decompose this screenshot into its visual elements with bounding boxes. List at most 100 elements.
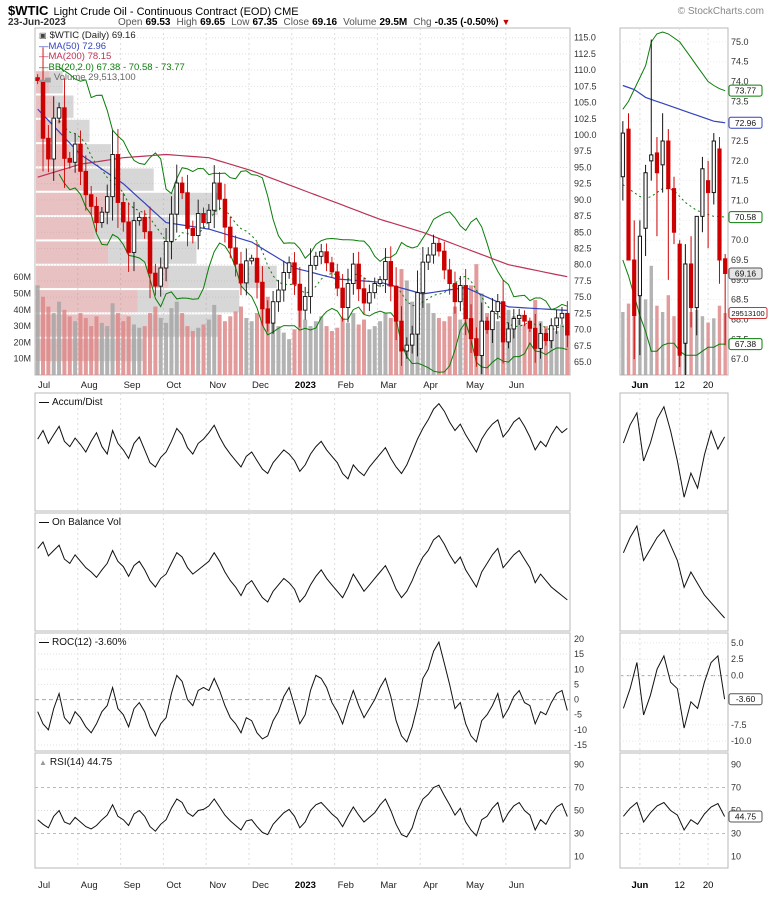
svg-text:Jul: Jul [38, 380, 50, 391]
svg-text:112.5: 112.5 [574, 49, 596, 59]
svg-text:80.0: 80.0 [574, 260, 592, 270]
svg-text:0: 0 [574, 695, 579, 705]
svg-text:Aug: Aug [81, 880, 98, 891]
svg-text:90: 90 [731, 760, 741, 770]
svg-text:69.5: 69.5 [731, 255, 749, 265]
low-value: 67.35 [252, 17, 278, 28]
roc-title: — ROC(12) -3.60% [39, 637, 127, 648]
svg-text:69.0: 69.0 [731, 275, 749, 285]
svg-text:70: 70 [574, 783, 584, 793]
legend-symbol: ▣ $WTIC (Daily) 69.16 [39, 30, 136, 41]
rsi-title: ▲ RSI(14) 44.75 [39, 757, 113, 768]
svg-text:68.0: 68.0 [731, 314, 749, 324]
svg-text:-10: -10 [574, 725, 587, 735]
svg-text:30M: 30M [13, 321, 31, 331]
svg-text:50: 50 [574, 806, 584, 816]
svg-text:Feb: Feb [338, 880, 354, 891]
accum-line-icon: — [39, 397, 49, 408]
accum-dist-title: — Accum/Dist [39, 397, 103, 408]
svg-text:70.0: 70.0 [731, 235, 749, 245]
svg-text:-15: -15 [574, 740, 587, 750]
svg-text:Mar: Mar [380, 380, 396, 391]
svg-text:Oct: Oct [166, 380, 181, 391]
svg-text:Nov: Nov [209, 380, 226, 391]
svg-text:50: 50 [731, 806, 741, 816]
svg-text:20: 20 [574, 634, 584, 644]
svg-text:2023: 2023 [295, 880, 316, 891]
svg-text:15: 15 [574, 649, 584, 659]
svg-text:70.0: 70.0 [574, 325, 592, 335]
svg-text:75.0: 75.0 [731, 37, 749, 47]
svg-text:71.5: 71.5 [731, 176, 749, 186]
svg-text:2.5: 2.5 [731, 654, 744, 664]
svg-text:67.38: 67.38 [735, 339, 757, 349]
legend-ma200: —MA(200) 78.15 [39, 51, 112, 62]
chart-title: Light Crude Oil - Continuous Contract (E… [53, 6, 299, 18]
symbol: $WTIC [8, 3, 49, 18]
svg-text:72.5: 72.5 [731, 136, 749, 146]
roc-line-icon: — [39, 637, 49, 648]
obv-line-icon: — [39, 517, 49, 528]
quote-line: 23-Jun-2023 Open 69.53 High 69.65 Low 67.35 Clo… [8, 17, 510, 28]
sharpchart-icon: ▣ [39, 31, 47, 40]
svg-text:92.5: 92.5 [574, 179, 592, 189]
svg-text:2023: 2023 [295, 380, 316, 391]
chart-header: $WTIC Light Crude Oil - Continuous Contra… [8, 3, 299, 18]
svg-text:73.77: 73.77 [735, 86, 757, 96]
svg-text:Jun: Jun [631, 880, 648, 891]
svg-text:Apr: Apr [423, 380, 438, 391]
chg-value: -0.35 (-0.50%) [434, 17, 499, 28]
svg-text:May: May [466, 880, 484, 891]
svg-text:97.5: 97.5 [574, 146, 592, 156]
svg-text:Oct: Oct [166, 880, 181, 891]
svg-text:-5: -5 [574, 710, 582, 720]
volume-bars-icon: ▂▄ [39, 73, 51, 82]
svg-text:44.75: 44.75 [735, 812, 757, 822]
high-label: High [176, 17, 198, 28]
svg-text:110.0: 110.0 [574, 65, 596, 75]
svg-text:72.96: 72.96 [735, 118, 757, 128]
legend-ma50: —MA(50) 72.96 [39, 40, 107, 52]
svg-text:-7.5: -7.5 [731, 720, 747, 730]
svg-text:Sep: Sep [124, 880, 141, 891]
ma50-line-icon: — [39, 40, 49, 52]
ma200-line-icon: — [39, 51, 49, 62]
svg-text:-3.60: -3.60 [736, 694, 756, 704]
svg-text:73.5: 73.5 [731, 96, 749, 106]
chg-down-arrow-icon: ▼ [501, 17, 511, 27]
svg-text:Jun: Jun [509, 880, 524, 891]
svg-text:20M: 20M [13, 337, 31, 347]
svg-text:Jun: Jun [631, 380, 648, 391]
volume-value: 29.5M [379, 17, 408, 28]
svg-text:12: 12 [674, 880, 685, 891]
low-label: Low [231, 17, 250, 28]
svg-text:10: 10 [574, 664, 584, 674]
volume-label: Volume [343, 17, 377, 28]
svg-text:0.0: 0.0 [731, 671, 744, 681]
svg-text:70.58: 70.58 [735, 212, 757, 222]
svg-text:105.0: 105.0 [574, 98, 597, 108]
svg-text:29513100: 29513100 [731, 309, 764, 318]
svg-text:Feb: Feb [338, 380, 354, 391]
svg-text:69.16: 69.16 [735, 268, 757, 278]
legend-volume: ▂▄ Volume 29,513,100 [39, 72, 136, 83]
rsi-icon: ▲ [39, 758, 47, 767]
legend-bb: —BB(20,2.0) 67.38 - 70.58 - 73.77 [39, 61, 185, 73]
high-value: 69.65 [200, 17, 226, 28]
svg-text:82.5: 82.5 [574, 244, 592, 254]
svg-text:12: 12 [674, 380, 685, 391]
svg-text:50M: 50M [13, 289, 31, 299]
svg-text:Nov: Nov [209, 880, 226, 891]
svg-text:10M: 10M [13, 354, 31, 364]
open-value: 69.53 [145, 17, 171, 28]
svg-text:30: 30 [574, 829, 584, 839]
svg-text:Dec: Dec [252, 380, 269, 391]
svg-text:72.0: 72.0 [731, 156, 749, 166]
svg-text:Jun: Jun [509, 380, 524, 391]
svg-text:87.5: 87.5 [574, 211, 592, 221]
svg-text:95.0: 95.0 [574, 162, 592, 172]
svg-text:5.0: 5.0 [731, 638, 744, 648]
svg-text:30: 30 [731, 829, 741, 839]
